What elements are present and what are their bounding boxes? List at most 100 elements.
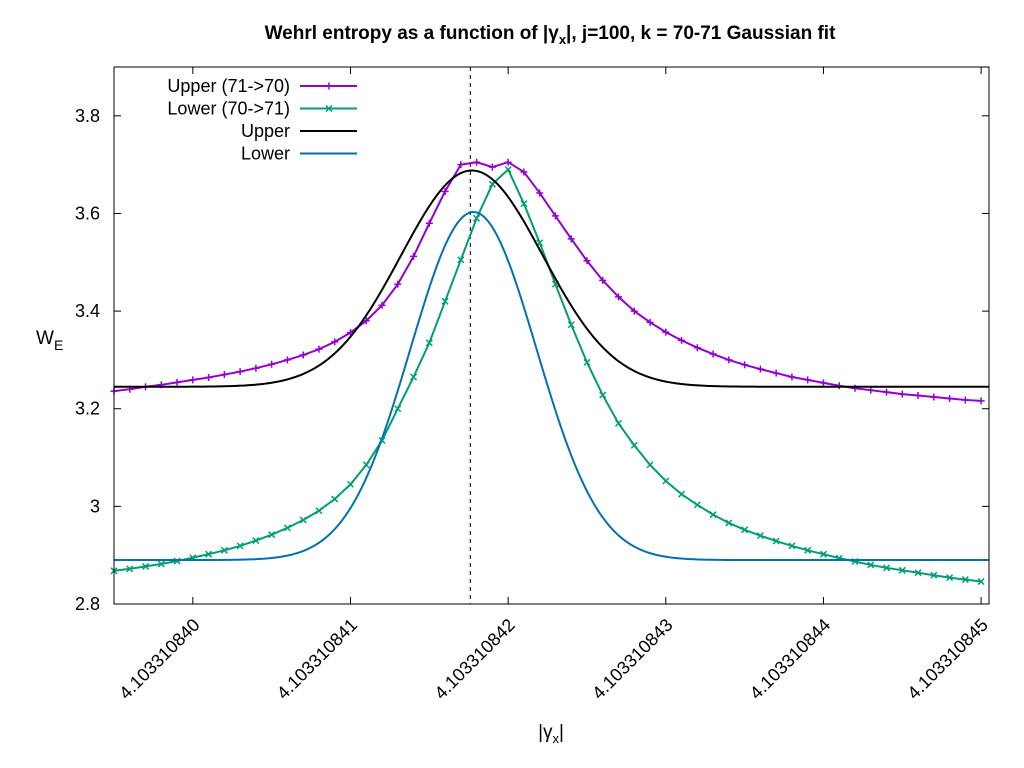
series-point-1	[867, 561, 875, 569]
series-point-1	[630, 441, 638, 449]
series-point-1	[898, 566, 906, 574]
series-point-0	[788, 373, 796, 381]
series-point-1	[567, 321, 575, 329]
series-point-0	[867, 386, 875, 394]
series-point-1	[126, 565, 134, 573]
series-point-1	[473, 214, 481, 222]
series-point-0	[394, 280, 402, 288]
series-point-0	[804, 376, 812, 384]
legend-marker	[325, 104, 333, 113]
series-point-0	[189, 376, 197, 384]
series-point-0	[819, 379, 827, 387]
y-axis-label-sub: E	[54, 337, 63, 353]
y-tick-label: 3	[90, 496, 100, 516]
series-line-0	[114, 161, 982, 402]
x-tick-label: 4.103310845	[903, 615, 991, 703]
x-tick-label: 4.103310840	[115, 615, 203, 703]
series-point-1	[930, 571, 938, 579]
x-axis-label-prefix: |	[538, 722, 543, 743]
series-point-0	[725, 356, 733, 364]
chart-title-symbol: γ	[548, 23, 559, 44]
series-point-1	[346, 480, 355, 488]
series-point-1	[331, 495, 339, 503]
series-point-0	[488, 163, 496, 171]
series-point-1	[520, 200, 528, 208]
series-point-0	[362, 317, 370, 325]
series-point-0	[756, 365, 764, 373]
legend-label: Upper	[241, 121, 290, 141]
series-point-1	[756, 532, 764, 540]
legend-marker	[325, 82, 333, 90]
series-point-0	[536, 189, 544, 197]
series-point-1	[772, 537, 780, 545]
y-axis-label-main: W	[36, 328, 54, 349]
series-point-0	[709, 350, 717, 358]
chart-title-prefix: Wehrl entropy as a function of |	[265, 23, 549, 44]
series-point-0	[646, 318, 654, 326]
series-point-0	[205, 373, 213, 381]
series-point-1	[362, 461, 370, 469]
plot-area: 2.8 3 3.2 3.4 3.6 3.8 4.103310840 4.103310841 4.…	[75, 66, 992, 703]
series-point-1	[315, 507, 323, 515]
series-point-1	[946, 574, 954, 582]
series-point-1	[205, 550, 213, 558]
series-point-0	[898, 390, 906, 398]
series-point-0	[315, 345, 323, 353]
series-point-0	[551, 212, 559, 220]
series-point-1	[725, 519, 733, 527]
series-point-0	[693, 344, 701, 352]
series-point-1	[819, 550, 827, 558]
x-axis-label-symbol-sub: x	[553, 731, 560, 746]
x-axis-label: |γx|	[538, 722, 564, 746]
series-point-0	[599, 276, 607, 284]
y-axis-label: WE	[36, 328, 63, 353]
series-point-1	[914, 569, 922, 577]
chart-title: Wehrl entropy as a function of |γx|, j=1…	[265, 23, 836, 47]
series-point-0	[220, 371, 228, 379]
series-line-3	[114, 211, 989, 562]
series-point-0	[473, 158, 481, 166]
series-point-1	[142, 562, 150, 570]
x-tick-label: 4.103310844	[746, 615, 834, 703]
series-point-0	[615, 293, 623, 301]
x-tick-label: 4.103310843	[588, 615, 676, 703]
series-point-0	[772, 369, 780, 377]
series-point-0	[236, 368, 244, 376]
series-point-0	[567, 235, 575, 243]
series-point-1	[299, 516, 307, 524]
series-point-0	[961, 396, 969, 404]
series-point-0	[441, 187, 449, 195]
y-tick-label: 3.2	[75, 399, 100, 419]
series-point-0	[914, 392, 922, 400]
series-point-0	[520, 168, 528, 176]
chart-title-symbol-sub: x	[559, 32, 567, 47]
x-axis-label-symbol: γ	[543, 722, 553, 743]
x-tick-label: 4.103310842	[431, 615, 519, 703]
series-point-1	[678, 490, 686, 498]
x-axis-label-suffix: |	[559, 722, 564, 743]
series-point-0	[883, 388, 891, 396]
series-point-1	[252, 537, 260, 545]
series-point-0	[946, 394, 954, 402]
series-point-1	[741, 526, 749, 534]
series-point-1	[804, 546, 812, 554]
series-point-1	[709, 511, 717, 519]
series-point-0	[283, 356, 291, 364]
series-point-1	[441, 297, 449, 305]
series-point-1	[662, 477, 670, 485]
series-point-1	[425, 339, 433, 347]
legend-label: Lower (70->71)	[167, 99, 290, 119]
series-line-2	[114, 169, 989, 388]
series-point-0	[268, 360, 276, 368]
series-point-1	[788, 542, 796, 550]
legend-label: Upper (71->70)	[167, 76, 290, 96]
series-point-1	[268, 531, 276, 539]
series-point-1	[504, 165, 512, 174]
series-point-0	[331, 338, 339, 346]
chart-title-suffix: |, j=100, k = 70-71 Gaussian fit	[566, 23, 836, 44]
series-point-0	[741, 361, 749, 369]
y-tick-label: 3.6	[75, 203, 100, 223]
series-point-0	[662, 328, 670, 336]
plot-frame	[113, 66, 990, 605]
series-point-0	[378, 301, 386, 309]
